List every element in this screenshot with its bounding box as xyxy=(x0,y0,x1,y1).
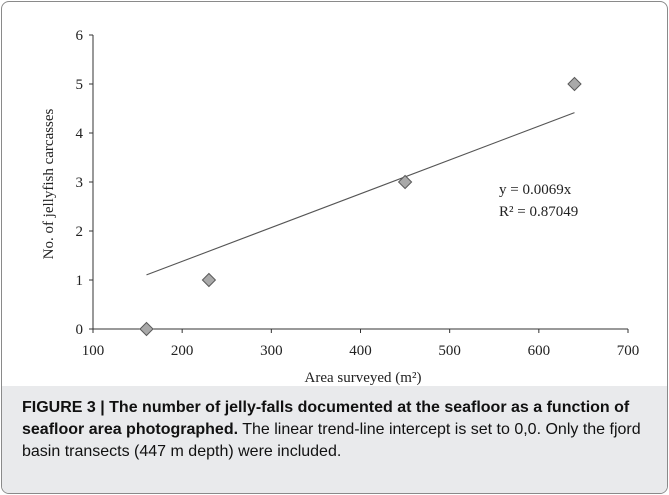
data-point xyxy=(567,76,582,92)
x-tick-label: 400 xyxy=(349,343,372,359)
y-tick-label: 1 xyxy=(76,273,84,289)
r-squared-label: R² = 0.87049 xyxy=(499,204,578,220)
x-tick-label: 600 xyxy=(528,343,551,359)
y-tick-label: 2 xyxy=(76,224,84,240)
trendline-group xyxy=(146,112,575,276)
caption-title: FIGURE 3 | The number of jelly-falls doc… xyxy=(22,399,630,438)
x-tick-label: 500 xyxy=(438,343,461,359)
scatter-chart: 0 1 2 3 4 5 6 100 200 300 400 500 600 700 y = 0.0069x… xyxy=(41,28,640,386)
x-tick-label: 300 xyxy=(260,343,283,359)
caption-band: FIGURE 3 | The number of jelly-falls doc… xyxy=(2,386,667,493)
data-points xyxy=(139,76,582,337)
y-axis-title: No. of jellyfish carcasses xyxy=(41,108,57,259)
data-point xyxy=(139,321,154,337)
y-tick-label: 5 xyxy=(76,77,84,93)
trendline xyxy=(146,112,575,276)
y-tick-label: 0 xyxy=(76,322,84,338)
trendline-equation: y = 0.0069x xyxy=(499,182,572,198)
y-tick-label: 3 xyxy=(76,175,84,191)
y-tick-label: 6 xyxy=(76,28,84,44)
data-point xyxy=(201,272,217,288)
figure-caption: FIGURE 3 | The number of jelly-falls doc… xyxy=(22,397,652,463)
x-tick-label: 200 xyxy=(171,343,194,359)
x-axis-title: Area surveyed (m²) xyxy=(305,370,422,386)
caption-body: The linear trend-line intercept is set t… xyxy=(22,421,641,460)
x-tick-label: 700 xyxy=(617,343,640,359)
y-tick-label: 4 xyxy=(76,126,84,142)
chart-axes: 0 1 2 3 4 5 6 100 200 300 400 500 600 700 xyxy=(76,28,640,359)
x-tick-label: 100 xyxy=(82,343,105,359)
data-point xyxy=(397,174,413,190)
